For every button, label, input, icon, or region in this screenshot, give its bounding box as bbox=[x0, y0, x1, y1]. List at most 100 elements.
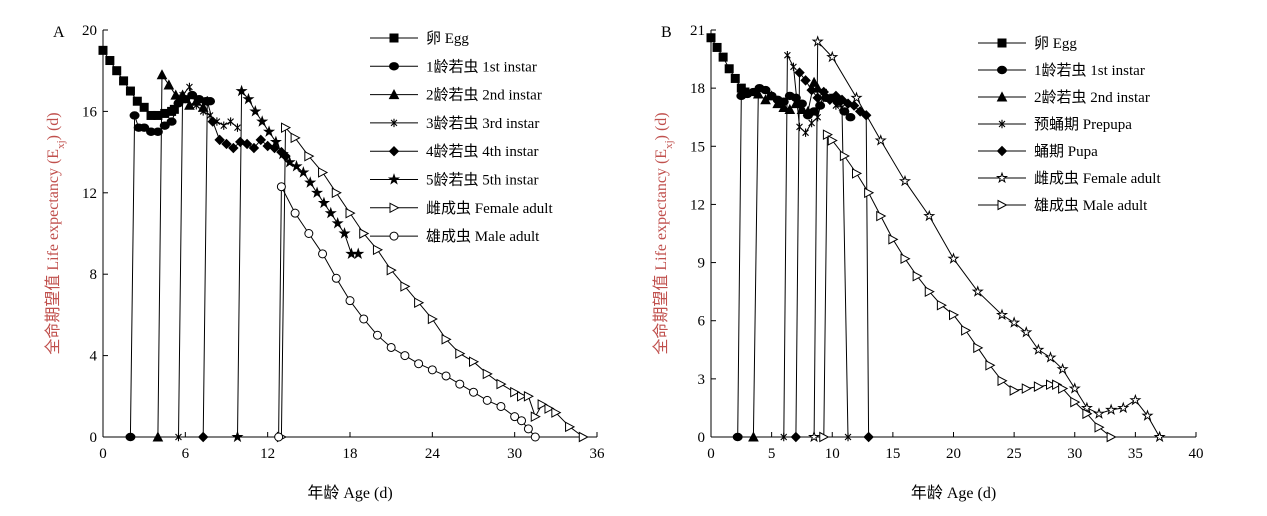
x-tick-label: 24 bbox=[425, 446, 441, 462]
data-point bbox=[551, 407, 562, 418]
series-7 bbox=[819, 129, 1117, 443]
y-tick-label: 0 bbox=[90, 430, 98, 446]
y-tick-label: 21 bbox=[690, 23, 705, 39]
data-point bbox=[297, 166, 310, 178]
legend-label: 卵 Egg bbox=[1034, 35, 1077, 52]
data-point bbox=[923, 209, 936, 222]
data-point bbox=[780, 432, 788, 442]
data-point bbox=[386, 264, 397, 276]
data-point bbox=[496, 378, 507, 390]
x-tick-label: 10 bbox=[825, 446, 840, 462]
data-point bbox=[482, 395, 492, 405]
series-8 bbox=[274, 182, 540, 442]
data-point bbox=[1052, 379, 1063, 391]
data-point bbox=[227, 117, 234, 126]
legend-label: 2龄若虫 2nd instar bbox=[426, 87, 542, 104]
x-tick-label: 40 bbox=[1189, 446, 1204, 462]
legend-item: 雌成虫 Female adult bbox=[978, 170, 1161, 187]
data-point bbox=[706, 33, 716, 43]
data-point bbox=[778, 101, 790, 113]
data-point bbox=[936, 299, 947, 311]
legend-marker bbox=[997, 65, 1007, 75]
data-point bbox=[482, 368, 493, 380]
data-point bbox=[1046, 379, 1057, 391]
data-point bbox=[836, 94, 848, 105]
data-point bbox=[276, 147, 289, 160]
legend-label: 蛹期 Pupa bbox=[1034, 143, 1098, 160]
legend-label: 雄成虫 Male adult bbox=[426, 228, 540, 245]
data-point bbox=[523, 424, 533, 434]
data-point bbox=[234, 123, 241, 132]
data-point bbox=[220, 121, 228, 130]
legend-marker bbox=[389, 202, 400, 214]
legend-item: 2龄若虫 2nd instar bbox=[370, 87, 542, 104]
data-point bbox=[324, 206, 337, 219]
data-point bbox=[372, 330, 382, 340]
data-point bbox=[1008, 316, 1021, 328]
panel-label: B bbox=[661, 24, 672, 41]
data-point bbox=[441, 371, 451, 381]
data-point bbox=[248, 142, 260, 154]
data-point bbox=[175, 432, 182, 442]
data-point bbox=[808, 76, 820, 87]
data-point bbox=[170, 89, 182, 100]
data-point bbox=[766, 90, 777, 101]
data-point bbox=[985, 359, 996, 371]
data-point bbox=[290, 159, 303, 172]
data-point bbox=[455, 348, 466, 359]
x-tick-label: 18 bbox=[343, 446, 358, 462]
legend-label: 雄成虫 Male adult bbox=[1034, 197, 1148, 214]
data-point bbox=[808, 118, 816, 128]
data-point bbox=[796, 103, 808, 114]
data-point bbox=[281, 122, 292, 134]
data-point bbox=[1082, 408, 1093, 420]
data-point bbox=[1032, 343, 1045, 355]
data-point bbox=[199, 107, 207, 116]
data-point bbox=[345, 296, 355, 306]
y-tick-label: 12 bbox=[690, 197, 705, 213]
y-tick-label: 0 bbox=[698, 430, 706, 446]
data-point bbox=[283, 155, 296, 168]
data-point bbox=[197, 431, 209, 443]
data-point bbox=[235, 84, 248, 97]
data-point bbox=[1141, 409, 1154, 421]
y-tick-label: 4 bbox=[90, 349, 98, 365]
data-point bbox=[132, 96, 142, 106]
data-point bbox=[819, 431, 830, 443]
x-tick-label: 0 bbox=[707, 446, 715, 462]
data-point bbox=[530, 432, 540, 442]
data-point bbox=[517, 416, 527, 426]
series-4 bbox=[175, 82, 241, 442]
data-point bbox=[864, 187, 875, 199]
data-point bbox=[790, 62, 797, 72]
data-point bbox=[163, 79, 175, 90]
data-point bbox=[949, 309, 960, 321]
chart-panel-a: 0 6 12 18 24 30 36 0 4 8 12 16 20 A 年龄 Age (d) 全命期望值 Li… bbox=[44, 23, 605, 502]
data-point bbox=[1068, 382, 1081, 394]
data-point bbox=[311, 186, 324, 198]
legend-item: 5龄若虫 5th instar bbox=[370, 172, 539, 189]
data-point bbox=[414, 359, 424, 369]
data-point bbox=[812, 92, 823, 104]
data-point bbox=[125, 86, 135, 96]
y-tick-label: 12 bbox=[82, 186, 97, 202]
data-point bbox=[269, 135, 282, 148]
legend-marker bbox=[389, 33, 399, 43]
data-point bbox=[790, 98, 802, 109]
data-point bbox=[997, 375, 1008, 387]
data-point bbox=[112, 66, 122, 76]
legend-label: 雌成虫 Female adult bbox=[1034, 170, 1161, 187]
data-point bbox=[712, 42, 722, 52]
legend-marker bbox=[388, 89, 400, 100]
data-point bbox=[832, 101, 840, 110]
data-point bbox=[1009, 385, 1020, 396]
data-point bbox=[784, 50, 791, 60]
data-point bbox=[179, 90, 186, 100]
data-point bbox=[249, 105, 262, 117]
data-point bbox=[544, 403, 555, 414]
data-point bbox=[1080, 401, 1093, 414]
y-tick-label: 20 bbox=[82, 23, 97, 39]
data-point bbox=[129, 111, 140, 120]
y-tick-label: 3 bbox=[698, 372, 706, 388]
y-tick-label: 16 bbox=[82, 104, 98, 120]
